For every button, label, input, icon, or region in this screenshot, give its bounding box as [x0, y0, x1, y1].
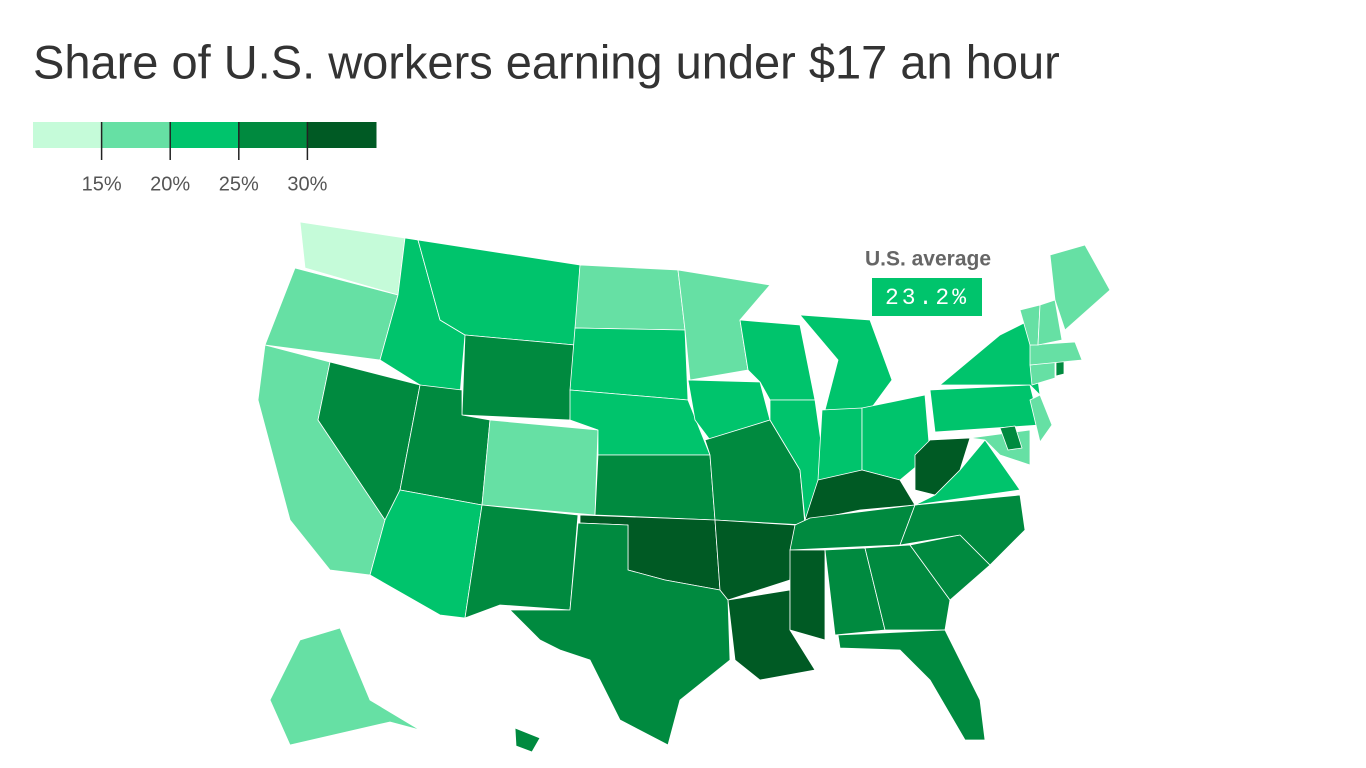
legend: 15% 20% 25% 30% [33, 122, 377, 195]
state [269, 627, 421, 746]
state [1037, 299, 1063, 346]
state [464, 504, 579, 619]
state [1049, 244, 1111, 331]
state [837, 629, 986, 741]
map [257, 221, 1111, 753]
state [1029, 341, 1083, 366]
state [1029, 394, 1053, 443]
state [594, 454, 716, 521]
title: Share of U.S. workers earning under $17 … [33, 35, 1060, 88]
state [939, 319, 1041, 396]
legend-tick-label: 25% [219, 173, 259, 195]
legend-swatch [33, 122, 103, 148]
state [514, 727, 541, 753]
annotation-label: U.S. average [865, 248, 991, 271]
state [569, 327, 689, 401]
state [914, 437, 971, 496]
state [509, 522, 731, 746]
legend-tick-label: 20% [150, 173, 190, 195]
legend-swatch [307, 122, 377, 148]
state [714, 519, 796, 601]
state [481, 419, 599, 516]
state [574, 264, 686, 331]
legend-tick-label: 15% [82, 173, 122, 195]
legend-swatch [101, 122, 171, 148]
annotation-box [872, 278, 982, 316]
state [1029, 361, 1056, 386]
state [999, 425, 1023, 451]
annotation-value: 23.2% [885, 285, 969, 311]
legend-swatch [170, 122, 240, 148]
state [929, 384, 1041, 433]
legend-swatch [238, 122, 308, 148]
legend-tick-label: 30% [287, 173, 327, 195]
state [461, 334, 576, 421]
state [789, 549, 826, 641]
state [864, 544, 951, 631]
